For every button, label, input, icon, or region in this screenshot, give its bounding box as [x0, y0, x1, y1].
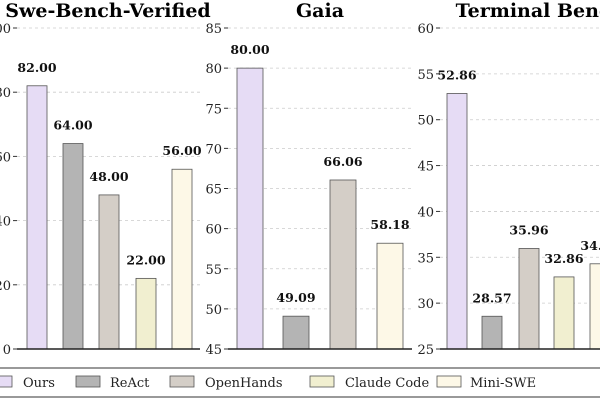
- legend-label: ReAct: [110, 376, 150, 391]
- data-label: 82.00: [17, 60, 56, 75]
- y-tick-label: 40: [417, 205, 434, 220]
- data-label: 28.57: [472, 290, 511, 305]
- bar-mini-swe: [589, 263, 600, 350]
- legend-label: OpenHands: [205, 376, 283, 391]
- y-tick-label: 45: [205, 343, 222, 358]
- y-tick-label: 55: [417, 68, 434, 83]
- bar-openhands: [98, 194, 120, 350]
- chart-panel-1: Gaia 45 50 55 60 65 70 75 80 85 80.00 49.09 66.06 58.…: [205, 0, 412, 358]
- data-label: 48.00: [89, 169, 128, 184]
- data-label: 64.00: [53, 118, 92, 133]
- y-tick-label: 40: [0, 215, 11, 230]
- legend-swatch: [75, 375, 101, 388]
- bar-react: [282, 315, 310, 350]
- data-label: 35.96: [509, 222, 548, 237]
- legend-swatch: [309, 375, 335, 388]
- bar-ours: [446, 93, 468, 350]
- y-tick-label: 70: [205, 142, 222, 157]
- legend-label: Claude Code: [345, 376, 429, 391]
- bar-openhands: [329, 179, 357, 350]
- y-tick-label: 45: [417, 160, 434, 175]
- bar-mini-swe: [376, 242, 404, 350]
- legend-item: Ours: [0, 375, 55, 391]
- data-label: 56.00: [162, 143, 201, 158]
- data-label: 52.86: [437, 67, 476, 82]
- data-label: 49.09: [276, 290, 315, 305]
- legend-swatch: [169, 375, 195, 388]
- y-tick-label: 80: [205, 62, 222, 77]
- chart-title: Gaia: [296, 0, 344, 22]
- bar-mini-swe: [171, 168, 193, 350]
- bar-react: [62, 143, 84, 350]
- bar-ours: [26, 85, 48, 350]
- y-tick-label: 30: [417, 297, 434, 312]
- legend-label: Mini-SWE: [470, 376, 536, 391]
- chart-panel-0: Swe-Bench-Verified 0 20 40 60 80 100 82.00 64.00…: [0, 0, 211, 358]
- bar-claude-code: [135, 277, 157, 350]
- y-tick-label: 0: [3, 343, 11, 358]
- bar-ours: [236, 67, 264, 350]
- legend-item: OpenHands: [169, 375, 283, 391]
- y-tick-label: 35: [417, 251, 434, 266]
- y-tick-label: 60: [205, 223, 222, 238]
- chart-title: Terminal Bench: [456, 0, 600, 22]
- chart-panel-2: Terminal Bench 25 30 35 40 45 50 55 60 52.86 28.57…: [417, 0, 600, 358]
- y-tick-label: 75: [205, 102, 222, 117]
- chart-title: Swe-Bench-Verified: [5, 0, 210, 22]
- y-tick-label: 65: [205, 183, 222, 198]
- y-tick-label: 55: [205, 263, 222, 278]
- legend: Ours ReAct OpenHands Claude Code Mini-SWE: [0, 367, 600, 398]
- y-tick-label: 80: [0, 86, 11, 101]
- data-label: 34.29: [580, 238, 600, 253]
- legend-swatch: [436, 375, 462, 388]
- bar-react: [481, 315, 503, 350]
- data-label: 66.06: [323, 154, 362, 169]
- y-tick-label: 60: [0, 150, 11, 165]
- legend-item: Claude Code: [309, 375, 429, 391]
- y-tick-label: 20: [0, 279, 11, 294]
- legend-swatch: [0, 375, 13, 388]
- y-tick-label: 50: [205, 303, 222, 318]
- bar-claude-code: [553, 276, 575, 350]
- y-tick-label: 50: [417, 114, 434, 129]
- legend-item: ReAct: [75, 375, 150, 391]
- bar-openhands: [518, 248, 540, 350]
- legend-item: Mini-SWE: [436, 375, 536, 391]
- y-tick-label: 25: [417, 343, 434, 358]
- data-label: 58.18: [370, 217, 409, 232]
- data-label: 80.00: [230, 42, 269, 57]
- y-tick-label: 100: [0, 22, 11, 37]
- data-label: 32.86: [544, 251, 583, 266]
- y-tick-label: 85: [205, 22, 222, 37]
- data-label: 22.00: [126, 252, 165, 267]
- y-tick-label: 60: [417, 22, 434, 37]
- legend-label: Ours: [23, 376, 55, 391]
